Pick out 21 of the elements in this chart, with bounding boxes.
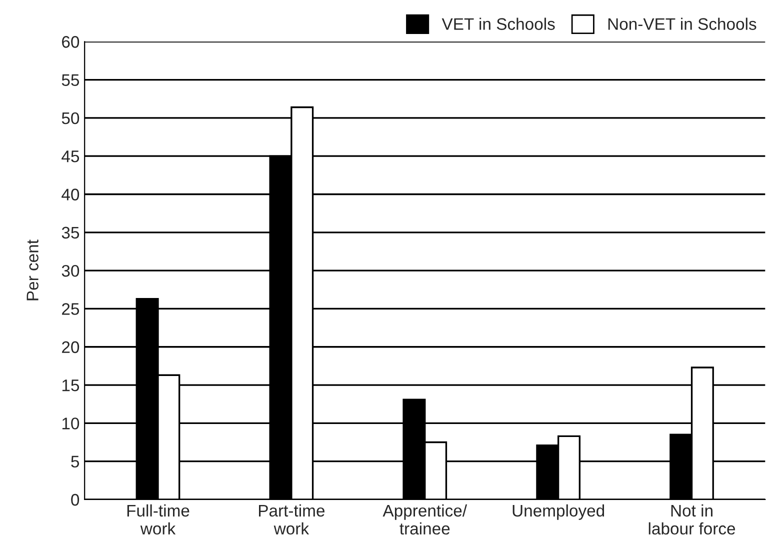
y-tick-label: 5 bbox=[71, 456, 80, 468]
y-tick-label: 45 bbox=[62, 150, 80, 162]
y-tick-label: 20 bbox=[62, 341, 80, 354]
y-tick-label: 10 bbox=[62, 418, 80, 430]
y-tick-label: 25 bbox=[62, 303, 80, 315]
y-tick-label: 60 bbox=[62, 36, 80, 48]
legend-label: Non-VET in Schools bbox=[608, 18, 756, 30]
x-tick-label: Not in labour force bbox=[648, 504, 736, 535]
y-tick-label: 0 bbox=[71, 494, 80, 506]
x-tick-label: Apprentice/ trainee bbox=[382, 504, 468, 535]
x-tick-label: Full-time work bbox=[127, 504, 190, 535]
y-axis-title: Per cent bbox=[26, 240, 38, 300]
y-tick-label: 35 bbox=[62, 226, 80, 239]
y-tick-label: 30 bbox=[62, 264, 80, 277]
y-tick-label: 50 bbox=[62, 112, 80, 124]
x-tick-label: Unemployed bbox=[512, 504, 604, 520]
x-tick-label: Part-time work bbox=[258, 504, 324, 535]
y-tick-label: 40 bbox=[62, 188, 80, 200]
y-tick-label: 55 bbox=[62, 74, 80, 86]
y-tick-label: 15 bbox=[62, 380, 80, 392]
legend-label: VET in Schools bbox=[442, 18, 555, 30]
